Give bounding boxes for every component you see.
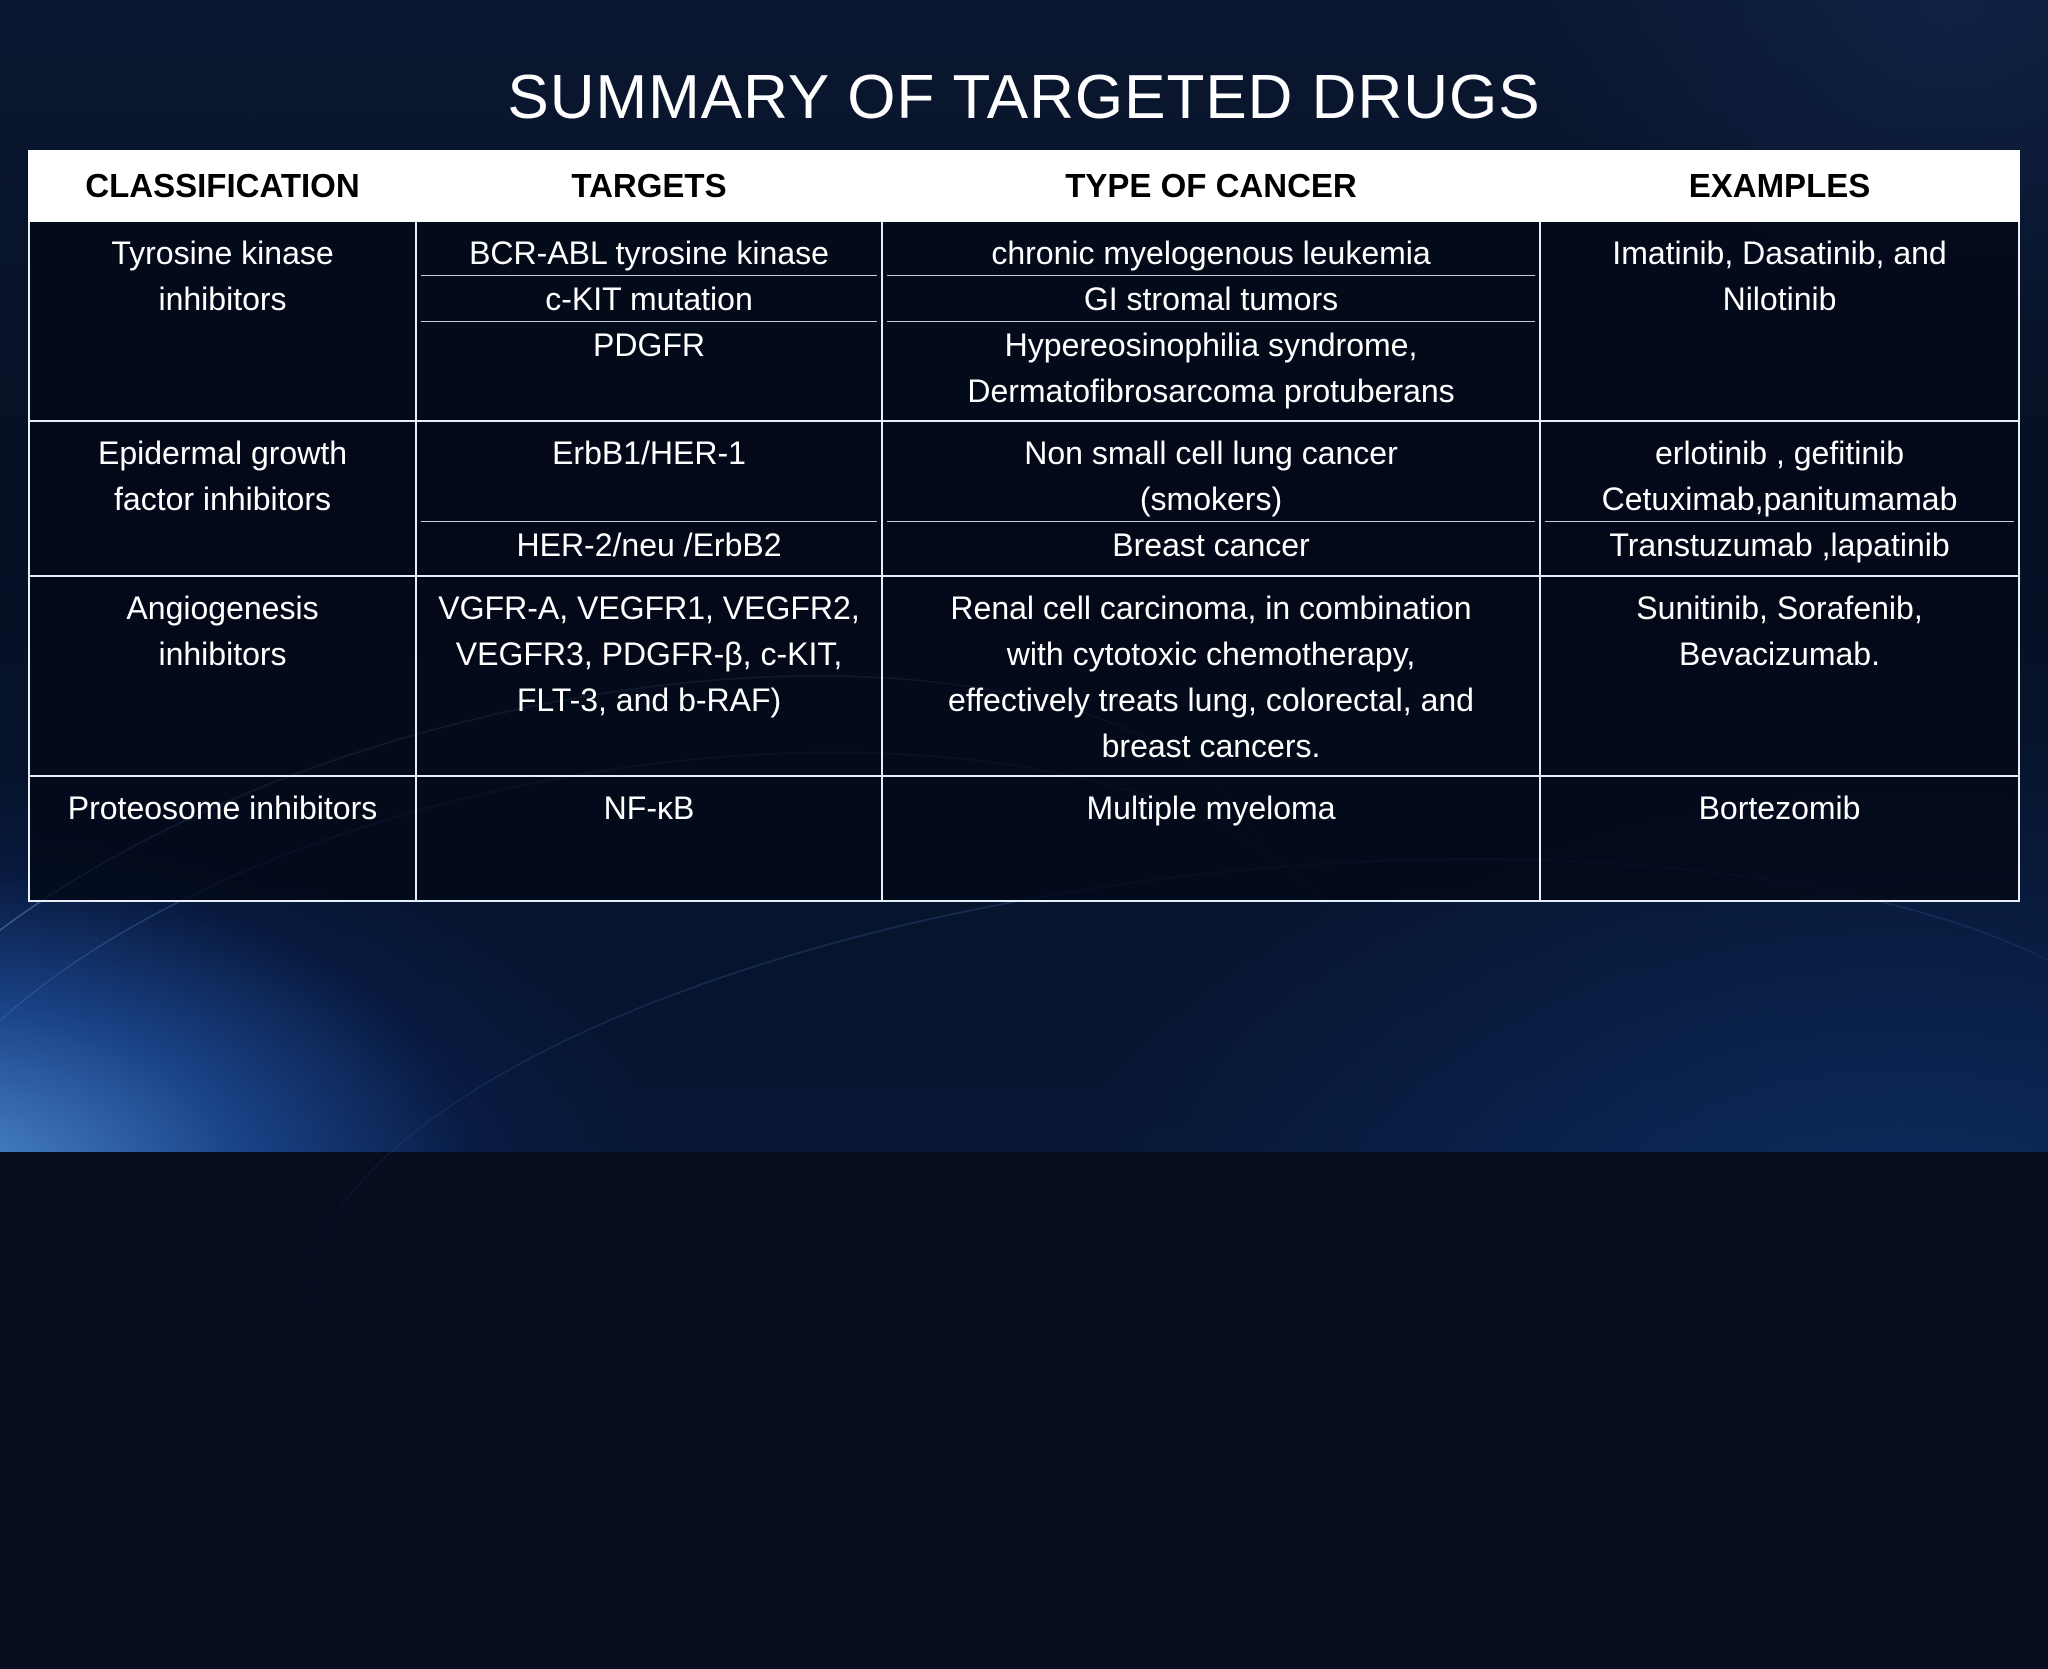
cell-line: inhibitors: [158, 636, 287, 672]
cell-targets: BCR-ABL tyrosine kinase c-KIT mutation P…: [415, 220, 883, 422]
cell-line: FLT-3, and b-RAF): [516, 682, 782, 718]
cell-type-of-cancer: Renal cell carcinoma, in combination wit…: [881, 575, 1541, 777]
cell-line: VEGFR3, PDGFR-β, c-KIT,: [455, 636, 843, 672]
cell-spacer: [421, 476, 877, 522]
cell-line: Bortezomib: [1698, 790, 1861, 826]
table-row: Epidermal growth factor inhibitors ErbB1…: [28, 420, 2020, 577]
cell-line: HER-2/neu /ErbB2: [516, 527, 782, 563]
cell-targets: ErbB1/HER-1 HER-2/neu /ErbB2: [415, 420, 883, 577]
cell-classification: Tyrosine kinase inhibitors: [28, 220, 417, 422]
cell-classification: Angiogenesis inhibitors: [28, 575, 417, 777]
cell-line: with cytotoxic chemotherapy,: [1006, 636, 1416, 672]
cell-type-of-cancer: chronic myelogenous leukemia GI stromal …: [881, 220, 1541, 422]
cell-line: Renal cell carcinoma, in combination: [950, 590, 1472, 626]
table-row: Tyrosine kinase inhibitors BCR-ABL tyros…: [28, 220, 2020, 422]
cell-line: chronic myelogenous leukemia: [887, 230, 1535, 276]
cell-classification: Proteosome inhibitors: [28, 775, 417, 902]
cell-classification: Epidermal growth factor inhibitors: [28, 420, 417, 577]
cell-line: Tyrosine kinase: [111, 235, 334, 271]
cell-line: BCR-ABL tyrosine kinase: [421, 230, 877, 276]
cell-line: Epidermal growth: [98, 435, 347, 471]
cell-line: ErbB1/HER-1: [552, 435, 746, 471]
cell-line: factor inhibitors: [114, 481, 331, 517]
cell-examples: Imatinib, Dasatinib, and Nilotinib: [1539, 220, 2020, 422]
header-examples: EXAMPLES: [1539, 150, 2020, 222]
table-row: Proteosome inhibitors NF-κB Multiple mye…: [28, 775, 2020, 902]
header-classification: CLASSIFICATION: [28, 150, 417, 222]
cell-examples: erlotinib , gefitinib Cetuximab,panituma…: [1539, 420, 2020, 577]
cell-line: NF-κB: [603, 790, 695, 826]
cell-line: VGFR-A, VEGFR1, VEGFR2,: [438, 590, 860, 626]
cell-line: GI stromal tumors: [887, 276, 1535, 322]
cell-targets: NF-κB: [415, 775, 883, 902]
cell-examples: Bortezomib: [1539, 775, 2020, 902]
cell-examples: Sunitinib, Sorafenib, Bevacizumab.: [1539, 575, 2020, 777]
cell-line: Multiple myeloma: [1086, 790, 1336, 826]
cell-line: Imatinib, Dasatinib, and: [1612, 235, 1947, 271]
cell-line: Proteosome inhibitors: [67, 790, 378, 826]
cell-line: Transtuzumab ,lapatinib: [1609, 527, 1950, 563]
targeted-drugs-table: CLASSIFICATION TARGETS TYPE OF CANCER EX…: [28, 150, 2020, 902]
cell-line: Breast cancer: [1112, 527, 1310, 563]
cell-line: effectively treats lung, colorectal, and: [948, 682, 1474, 718]
cell-line: inhibitors: [158, 281, 287, 317]
cell-line: Sunitinib, Sorafenib,: [1636, 590, 1923, 626]
header-targets: TARGETS: [415, 150, 883, 222]
cell-targets: VGFR-A, VEGFR1, VEGFR2, VEGFR3, PDGFR-β,…: [415, 575, 883, 777]
table-header-row: CLASSIFICATION TARGETS TYPE OF CANCER EX…: [28, 150, 2020, 222]
slide-title: SUMMARY OF TARGETED DRUGS: [507, 63, 1541, 132]
cell-line: (smokers): [887, 476, 1535, 522]
cell-line: c-KIT mutation: [421, 276, 877, 322]
cell-line: PDGFR: [593, 327, 705, 363]
cell-line: Cetuximab,panitumamab: [1545, 476, 2014, 522]
cell-line: erlotinib , gefitinib: [1654, 435, 1905, 471]
cell-line: Non small cell lung cancer: [1024, 435, 1398, 471]
cell-line: breast cancers.: [1101, 728, 1321, 764]
header-type-of-cancer: TYPE OF CANCER: [881, 150, 1541, 222]
cell-line: Dermatofibrosarcoma protuberans: [967, 373, 1455, 409]
table-row: Angiogenesis inhibitors VGFR-A, VEGFR1, …: [28, 575, 2020, 777]
cell-line: Hypereosinophilia syndrome,: [1004, 327, 1418, 363]
cell-type-of-cancer: Non small cell lung cancer (smokers) Bre…: [881, 420, 1541, 577]
cell-line: Nilotinib: [1722, 281, 1837, 317]
cell-type-of-cancer: Multiple myeloma: [881, 775, 1541, 902]
cell-line: Bevacizumab.: [1679, 636, 1880, 672]
cell-line: Angiogenesis: [126, 590, 319, 626]
